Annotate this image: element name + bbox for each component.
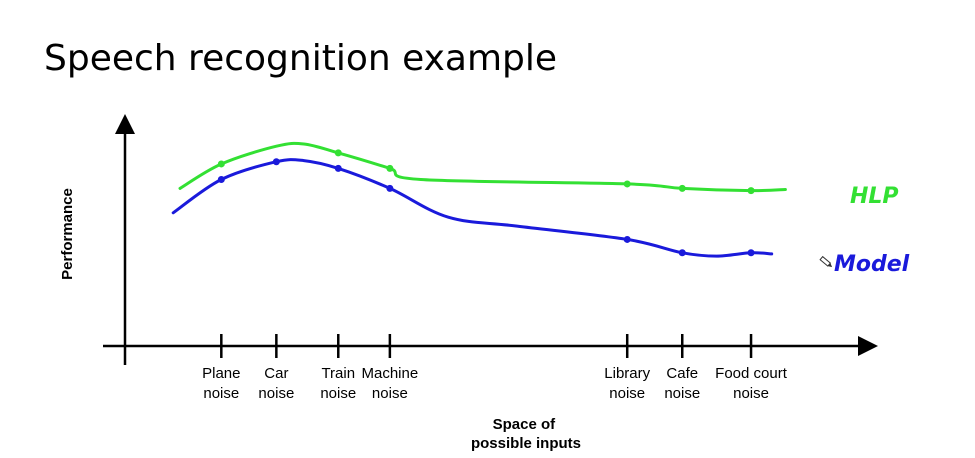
legend-label-model: Model <box>834 252 910 277</box>
series-line-hlp <box>178 141 787 193</box>
x-tick-label-cafe-noise: Cafe noise <box>664 365 700 402</box>
data-point-hlp <box>217 160 225 168</box>
x-tick-label-line: noise <box>320 385 356 402</box>
x-tick-label-train-noise: Train noise <box>320 365 356 402</box>
x-ticks <box>220 334 753 358</box>
series-line-model <box>171 158 774 258</box>
data-point-model <box>272 158 280 166</box>
x-tick-label-line: Car <box>264 365 288 382</box>
x-axis-title-line-2: possible inputs <box>471 435 581 452</box>
data-point-model <box>334 164 342 172</box>
data-point-hlp <box>334 149 342 157</box>
data-point-model <box>386 184 394 192</box>
pencil-icon <box>819 255 833 268</box>
x-axis-title-line-1: Space of <box>493 416 557 433</box>
data-point-model <box>747 249 755 257</box>
data-point-hlp <box>678 184 686 192</box>
data-point-model <box>678 249 686 257</box>
series-layer <box>171 141 787 258</box>
x-tick-label-line: Library <box>604 365 650 382</box>
x-tick-label-line: noise <box>372 385 408 402</box>
data-point-hlp <box>747 187 755 195</box>
x-tick-label-line: noise <box>609 385 645 402</box>
data-point-hlp <box>623 180 631 188</box>
x-tick-label-plane-noise: Plane noise <box>202 365 240 402</box>
x-axis-title: Space of possible inputs <box>471 416 581 452</box>
data-point-model <box>623 235 631 243</box>
x-tick-label-line: noise <box>664 385 700 402</box>
x-tick-label-line: noise <box>258 385 294 402</box>
slide-title: Speech recognition example <box>44 38 558 79</box>
x-tick-label-line: noise <box>733 385 769 402</box>
data-point-model <box>217 176 225 183</box>
x-tick-label-car-noise: Car noise <box>258 365 294 402</box>
x-tick-label-library-noise: Library noise <box>604 365 650 402</box>
x-tick-label-line: noise <box>203 385 239 402</box>
x-tick-label-food-court-noise: Food court noise <box>715 365 788 402</box>
x-tick-label-machine-noise: Machine noise <box>362 365 419 402</box>
x-tick-label-line: Food court <box>715 365 788 382</box>
x-tick-label-line: Plane <box>202 365 240 382</box>
x-tick-labels: Plane noise Car noise Train noise Machine noise… <box>202 365 788 402</box>
y-axis-title: Performance <box>59 188 76 280</box>
data-point-hlp <box>386 164 394 172</box>
legend-label-hlp: HLP <box>850 184 899 209</box>
x-tick-label-line: Machine <box>362 365 419 382</box>
x-tick-label-line: Cafe <box>666 365 698 382</box>
x-tick-label-line: Train <box>321 365 355 382</box>
